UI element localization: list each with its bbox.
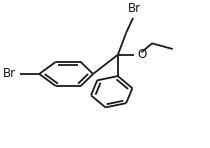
Text: Br: Br [3, 67, 16, 81]
Text: O: O [138, 48, 147, 61]
Text: Br: Br [128, 2, 141, 15]
